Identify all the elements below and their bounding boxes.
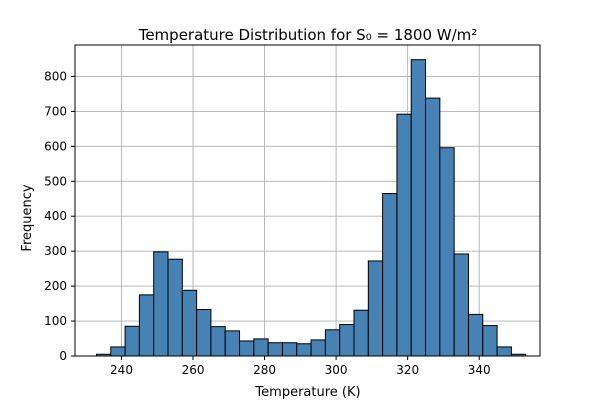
x-tick-label: 320 [396, 363, 419, 377]
chart-title: Temperature Distribution for S₀ = 1800 W… [138, 26, 478, 44]
histogram-bar [110, 346, 126, 357]
histogram-bar [339, 324, 355, 357]
x-tick-label: 300 [325, 363, 348, 377]
y-tick-label: 300 [44, 244, 67, 258]
plot-frame [74, 44, 541, 357]
histogram-bar [482, 325, 498, 357]
histogram-bar [124, 325, 140, 357]
y-tick-label: 400 [44, 209, 67, 223]
histogram-bar [410, 59, 427, 357]
histogram-bar [181, 289, 198, 357]
histogram-bar [196, 309, 212, 357]
x-tick-label: 340 [468, 363, 491, 377]
histogram-bar [267, 342, 283, 357]
y-tick-label: 100 [44, 314, 67, 328]
y-tick-label: 800 [44, 69, 67, 83]
y-axis-label: Frequency [20, 184, 35, 251]
x-tick-label: 280 [253, 363, 276, 377]
y-tick-label: 200 [44, 279, 67, 293]
histogram-bar [253, 338, 269, 357]
histogram-bar [453, 253, 469, 357]
y-tick-label: 0 [59, 349, 67, 363]
x-tick-label: 240 [110, 363, 133, 377]
bars-layer [95, 59, 527, 357]
histogram-bar [281, 342, 298, 357]
histogram-bar [353, 309, 369, 357]
histogram-bar [496, 346, 512, 357]
histogram-bar [324, 329, 341, 357]
y-tick-label: 700 [44, 104, 67, 118]
histogram-bar [296, 343, 312, 357]
histogram-bar [239, 340, 255, 357]
x-tick-label: 260 [182, 363, 205, 377]
histogram-bar [425, 97, 441, 357]
axes-layer: 240 260 280 300 320 340 0 100 200 300 400 500 600 700… [44, 44, 541, 377]
histogram-bar [439, 147, 455, 357]
histogram-bar [224, 330, 241, 357]
histogram-bar [167, 258, 183, 357]
histogram-bar [467, 313, 484, 357]
histogram-bar [310, 339, 326, 357]
histogram-bar [153, 251, 169, 357]
histogram-bar [367, 260, 384, 357]
histogram-bar [382, 193, 398, 357]
histogram-bar [210, 326, 226, 357]
histogram-bar [138, 294, 155, 357]
histogram-bar [396, 113, 412, 357]
y-tick-label: 600 [44, 139, 67, 153]
y-tick-label: 500 [44, 174, 67, 188]
x-axis-label: Temperature (K) [254, 385, 360, 400]
